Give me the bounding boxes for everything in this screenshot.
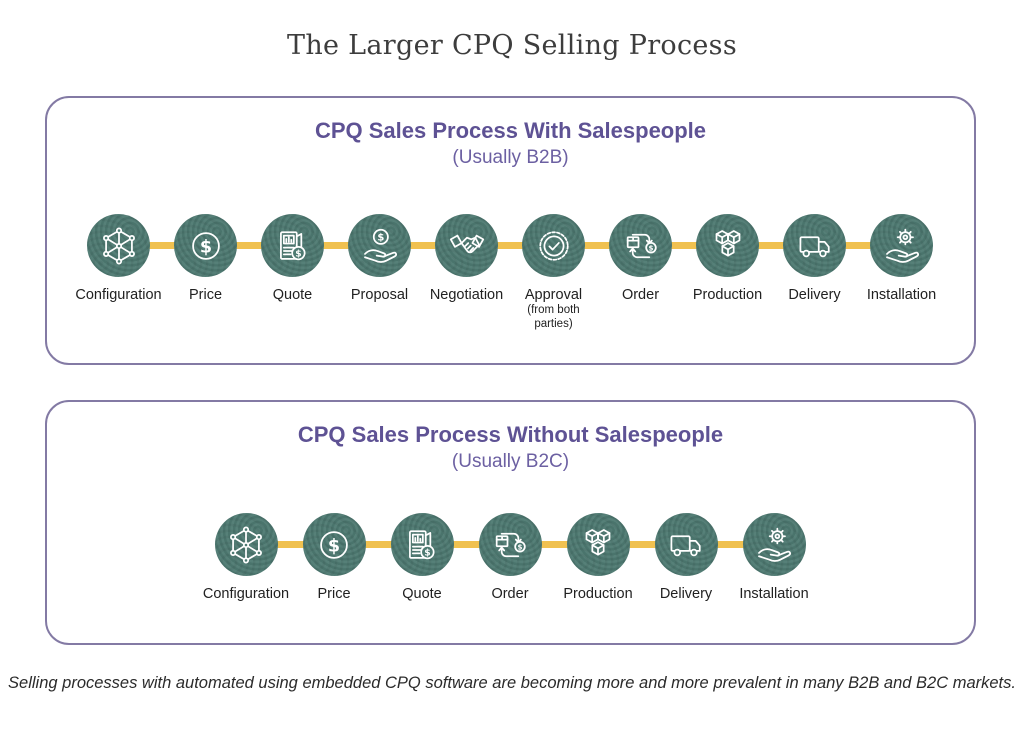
process-step: Production [684, 214, 771, 332]
hand-gear-icon [742, 513, 806, 576]
process-step: Negotiation [423, 214, 510, 332]
process-step: Installation [858, 214, 945, 332]
process-step: Configuration [202, 513, 290, 602]
process-step: Approval (from both parties) [510, 214, 597, 332]
dollar-circle-icon: $ [302, 513, 366, 576]
panel-title-b2b: CPQ Sales Process With Salespeople [314, 118, 707, 143]
network-cube-icon [214, 513, 278, 576]
cubes-icon [696, 214, 759, 277]
svg-text:$: $ [424, 547, 430, 558]
truck-icon [783, 214, 846, 277]
step-label: Quote [272, 287, 313, 303]
process-step: Delivery [642, 513, 730, 602]
svg-text:$: $ [328, 536, 340, 556]
step-label: Delivery [659, 586, 713, 602]
step-label: Configuration [75, 287, 162, 303]
step-label: Order [621, 287, 660, 303]
process-step: Delivery [771, 214, 858, 332]
process-step: $ Order [466, 513, 554, 602]
step-label: Installation [866, 287, 937, 303]
process-step: Configuration [75, 214, 162, 332]
process-step: $ Price [162, 214, 249, 332]
step-label: Proposal [350, 287, 409, 303]
svg-text:$: $ [377, 232, 384, 243]
process-step: Production [554, 513, 642, 602]
hand-dollar-icon: $ [348, 214, 411, 277]
process-step: $ Proposal [336, 214, 423, 332]
step-label: Quote [402, 586, 442, 602]
footnote: Selling processes with automated using e… [8, 674, 1016, 692]
truck-icon [654, 513, 718, 576]
panel-title-b2c: CPQ Sales Process Without Salespeople [297, 422, 724, 447]
step-label: Production [692, 287, 763, 303]
dollar-circle-icon: $ [174, 214, 237, 277]
process-steps-row-b2c: Configuration $ Price $ Quote $ Order Productio… [202, 513, 818, 602]
quote-document-icon: $ [390, 513, 454, 576]
step-sublabel: (from both parties) [527, 304, 580, 330]
network-cube-icon [87, 214, 150, 277]
step-label: Price [188, 287, 223, 303]
process-connector-line [119, 242, 901, 249]
process-step: $ Order [597, 214, 684, 332]
process-step: $ Quote [378, 513, 466, 602]
step-label: Installation [739, 586, 809, 602]
process-step: Installation [730, 513, 818, 602]
order-cycle-icon: $ [478, 513, 542, 576]
step-label: Delivery [788, 287, 841, 303]
svg-text:$: $ [648, 243, 653, 252]
panel-with-salespeople: CPQ Sales Process With Salespeople (Usua… [45, 96, 976, 365]
approval-badge-icon [522, 214, 585, 277]
svg-text:$: $ [295, 248, 301, 259]
quote-document-icon: $ [261, 214, 324, 277]
step-label: Approval [524, 287, 583, 303]
cubes-icon [566, 513, 630, 576]
panel-subtitle-b2b: (Usually B2B) [452, 147, 569, 168]
svg-text:$: $ [518, 542, 523, 551]
panel-without-salespeople: CPQ Sales Process Without Salespeople (U… [45, 400, 976, 645]
svg-text:$: $ [199, 237, 211, 257]
process-steps-row-b2b: Configuration $ Price $ Quote $ Proposal Negoti… [75, 214, 945, 332]
process-step: $ Price [290, 513, 378, 602]
hand-gear-icon [870, 214, 933, 277]
step-label: Price [317, 586, 351, 602]
step-label: Negotiation [429, 287, 504, 303]
panel-subtitle-b2c: (Usually B2C) [451, 451, 570, 472]
page-title: The Larger CPQ Selling Process [287, 30, 737, 61]
step-label: Production [563, 586, 633, 602]
step-label: Configuration [202, 586, 290, 602]
process-step: $ Quote [249, 214, 336, 332]
order-cycle-icon: $ [609, 214, 672, 277]
step-label: Order [491, 586, 529, 602]
handshake-icon [435, 214, 498, 277]
